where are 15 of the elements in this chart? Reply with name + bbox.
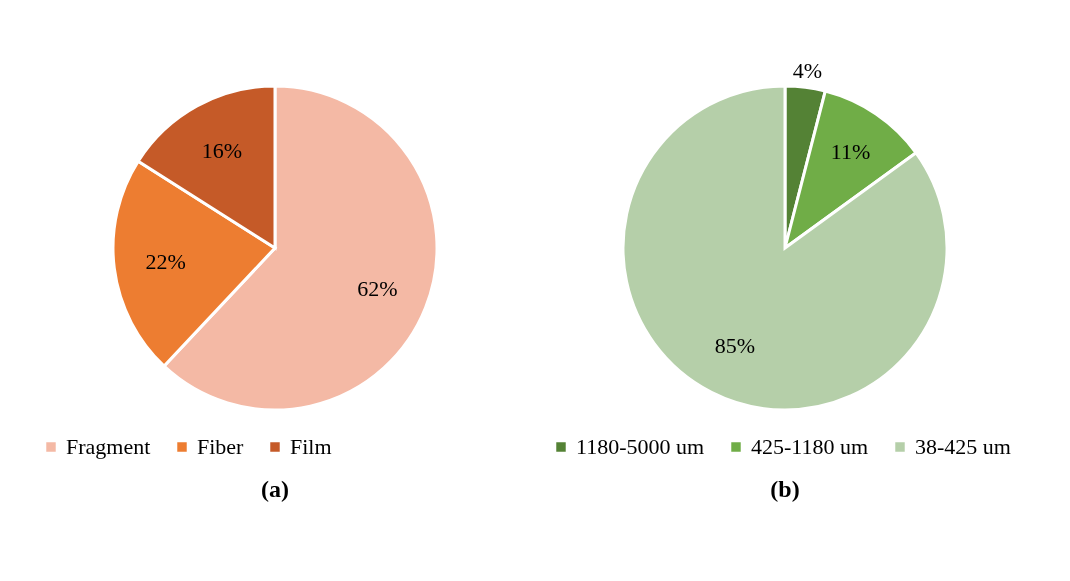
text: (a) [261,476,289,502]
legend-label: Fiber [197,434,245,459]
text: (b) [770,476,800,502]
data-label: 85% [714,333,756,359]
data-label: 62% [357,275,398,301]
data-label: 11% [830,138,871,164]
pie-slice [621,84,949,412]
legend-label: Fragment [66,434,151,459]
legend-label: 38-425 um [915,434,1011,459]
data-label: 16% [201,138,243,164]
data-label: 4% [792,58,822,84]
legend-label: Film [290,434,332,459]
legend-label: 425-1180 um [751,434,869,459]
data-label: 22% [145,248,186,274]
legend-label: 1180-5000 um [576,434,705,459]
